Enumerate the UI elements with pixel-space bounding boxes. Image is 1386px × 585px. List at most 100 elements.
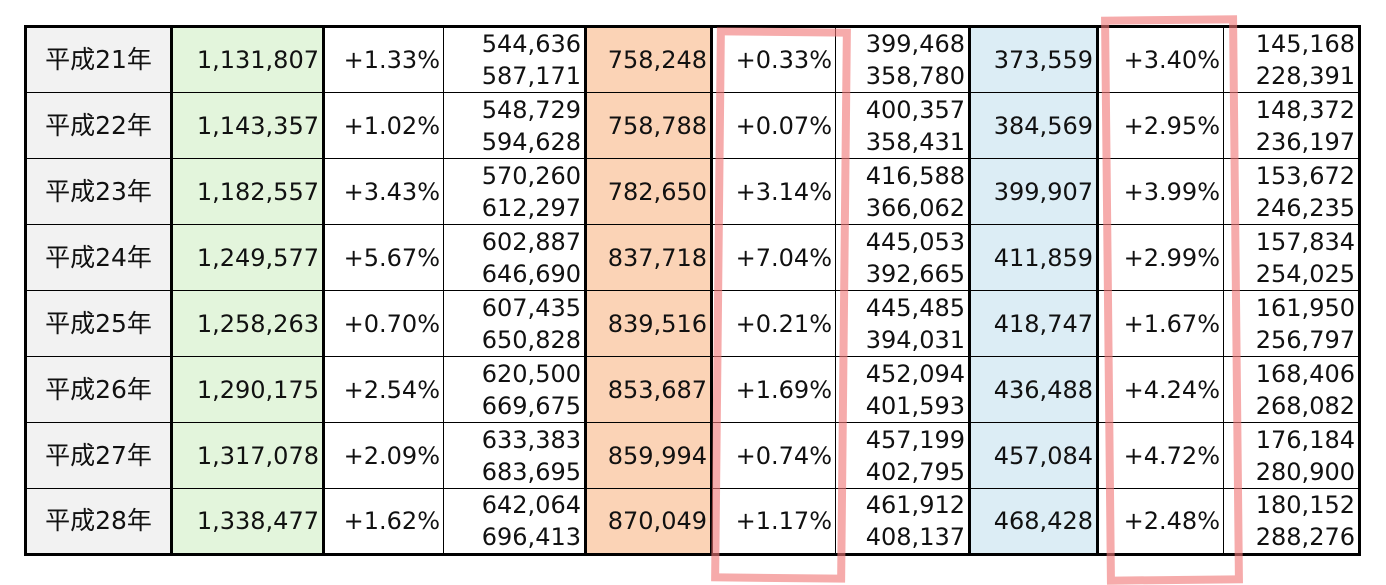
pair1-cell: 607,435 650,828 xyxy=(443,290,586,357)
pair1-line-2: 650,828 xyxy=(481,325,581,354)
rate-b-cell: +2.48% xyxy=(1097,488,1224,555)
pair2-line-1: 445,053 xyxy=(865,227,965,256)
value-a-cell: 782,650 xyxy=(584,158,713,225)
value-b-cell: 436,488 xyxy=(968,356,1099,423)
pair2-line-1: 461,912 xyxy=(865,491,965,519)
pair3-line-2: 254,025 xyxy=(1255,259,1355,288)
pair3-line-2: 268,082 xyxy=(1255,391,1355,420)
rate-a-cell: +1.17% xyxy=(711,488,836,555)
pair1-cell: 544,636 587,171 xyxy=(443,26,586,93)
value-a-cell: 758,248 xyxy=(584,26,713,93)
year-cell: 平成25年 xyxy=(25,290,172,357)
pair2-line-1: 452,094 xyxy=(865,359,965,388)
pair3-line-1: 157,834 xyxy=(1255,227,1355,256)
pair2-line-2: 402,795 xyxy=(865,457,965,486)
pair3-line-2: 236,197 xyxy=(1255,127,1355,156)
pair3-line-1: 176,184 xyxy=(1255,425,1355,454)
pair3-line-2: 246,235 xyxy=(1255,193,1355,222)
pair1-line-1: 607,435 xyxy=(481,293,581,322)
pair3-line-2: 256,797 xyxy=(1255,325,1355,354)
rate-b-cell: +3.40% xyxy=(1097,26,1224,93)
pair1-line-2: 646,690 xyxy=(481,259,581,288)
pair3-line-1: 153,672 xyxy=(1255,161,1355,190)
table-row: 平成22年 1,143,357 +1.02% 548,729 594,628 758,78… xyxy=(25,92,1360,159)
pair3-cell: 145,168 228,391 xyxy=(1223,26,1360,93)
table-row: 平成28年 1,338,477 +1.62% 642,064 696,413 870,04… xyxy=(25,488,1360,555)
total-cell: 1,143,357 xyxy=(170,92,325,159)
pair2-cell: 445,485 394,031 xyxy=(835,290,970,357)
pair3-cell: 148,372 236,197 xyxy=(1223,92,1360,159)
total-cell: 1,182,557 xyxy=(170,158,325,225)
pair3-line-2: 280,900 xyxy=(1255,457,1355,486)
pair3-line-2: 288,276 xyxy=(1255,523,1355,551)
pair1-cell: 642,064 696,413 xyxy=(443,488,586,555)
pair1-line-2: 594,628 xyxy=(481,127,581,156)
value-b-cell: 457,084 xyxy=(968,422,1099,489)
table-row: 平成21年 1,131,807 +1.33% 544,636 587,171 758,24… xyxy=(25,26,1360,93)
value-a-cell: 853,687 xyxy=(584,356,713,423)
total-rate-cell: +2.09% xyxy=(323,422,444,489)
table-row: 平成26年 1,290,175 +2.54% 620,500 669,675 853,68… xyxy=(25,356,1360,423)
pair3-cell: 157,834 254,025 xyxy=(1223,224,1360,291)
rate-a-cell: +0.33% xyxy=(711,26,836,93)
value-a-cell: 837,718 xyxy=(584,224,713,291)
pair3-line-1: 161,950 xyxy=(1255,293,1355,322)
value-b-cell: 373,559 xyxy=(968,26,1099,93)
pair1-line-2: 696,413 xyxy=(481,523,581,551)
pair1-cell: 620,500 669,675 xyxy=(443,356,586,423)
pair2-line-1: 457,199 xyxy=(865,425,965,454)
pair1-cell: 548,729 594,628 xyxy=(443,92,586,159)
year-cell: 平成21年 xyxy=(25,26,172,93)
total-rate-cell: +2.54% xyxy=(323,356,444,423)
rate-b-cell: +1.67% xyxy=(1097,290,1224,357)
pair2-cell: 457,199 402,795 xyxy=(835,422,970,489)
total-rate-cell: +5.67% xyxy=(323,224,444,291)
table-row: 平成23年 1,182,557 +3.43% 570,260 612,297 782,65… xyxy=(25,158,1360,225)
pair2-cell: 461,912 408,137 xyxy=(835,488,970,555)
pair1-line-2: 587,171 xyxy=(481,62,581,90)
pair2-cell: 399,468 358,780 xyxy=(835,26,970,93)
value-a-cell: 870,049 xyxy=(584,488,713,555)
rate-a-cell: +0.74% xyxy=(711,422,836,489)
pair2-cell: 445,053 392,665 xyxy=(835,224,970,291)
value-a-cell: 839,516 xyxy=(584,290,713,357)
year-cell: 平成24年 xyxy=(25,224,172,291)
pair2-line-1: 416,588 xyxy=(865,161,965,190)
pair3-line-1: 168,406 xyxy=(1255,359,1355,388)
pair1-line-1: 620,500 xyxy=(481,359,581,388)
year-cell: 平成26年 xyxy=(25,356,172,423)
pair1-line-2: 669,675 xyxy=(481,391,581,420)
pair2-cell: 416,588 366,062 xyxy=(835,158,970,225)
table-row: 平成24年 1,249,577 +5.67% 602,887 646,690 837,71… xyxy=(25,224,1360,291)
pair1-cell: 633,383 683,695 xyxy=(443,422,586,489)
rate-a-cell: +3.14% xyxy=(711,158,836,225)
pair3-line-1: 148,372 xyxy=(1255,95,1355,124)
value-b-cell: 468,428 xyxy=(968,488,1099,555)
pair1-line-1: 642,064 xyxy=(481,491,581,519)
pair2-cell: 400,357 358,431 xyxy=(835,92,970,159)
table-row: 平成27年 1,317,078 +2.09% 633,383 683,695 859,99… xyxy=(25,422,1360,489)
total-rate-cell: +1.02% xyxy=(323,92,444,159)
pair1-line-1: 544,636 xyxy=(481,30,581,58)
pair2-line-2: 408,137 xyxy=(865,523,965,551)
total-rate-cell: +1.62% xyxy=(323,488,444,555)
rate-a-cell: +1.69% xyxy=(711,356,836,423)
pair3-line-1: 145,168 xyxy=(1255,30,1355,58)
table-body: 平成21年 1,131,807 +1.33% 544,636 587,171 758,24… xyxy=(25,26,1360,555)
pair1-line-2: 683,695 xyxy=(481,457,581,486)
total-rate-cell: +0.70% xyxy=(323,290,444,357)
pair2-cell: 452,094 401,593 xyxy=(835,356,970,423)
pair2-line-2: 358,780 xyxy=(865,62,965,90)
pair3-cell: 176,184 280,900 xyxy=(1223,422,1360,489)
rate-b-cell: +2.99% xyxy=(1097,224,1224,291)
value-b-cell: 399,907 xyxy=(968,158,1099,225)
total-cell: 1,131,807 xyxy=(170,26,325,93)
value-a-cell: 758,788 xyxy=(584,92,713,159)
rate-a-cell: +0.21% xyxy=(711,290,836,357)
pair2-line-2: 366,062 xyxy=(865,193,965,222)
pair3-line-2: 228,391 xyxy=(1255,62,1355,90)
value-b-cell: 418,747 xyxy=(968,290,1099,357)
pair1-line-1: 570,260 xyxy=(481,161,581,190)
pair1-cell: 570,260 612,297 xyxy=(443,158,586,225)
pair1-cell: 602,887 646,690 xyxy=(443,224,586,291)
